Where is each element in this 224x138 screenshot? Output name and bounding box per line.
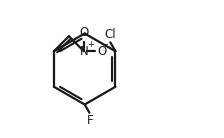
Text: N: N (80, 45, 88, 58)
Text: Cl: Cl (105, 28, 116, 41)
Text: −: − (101, 40, 108, 49)
Text: +: + (87, 40, 94, 49)
Text: O: O (97, 45, 106, 58)
Text: O: O (79, 26, 88, 39)
Text: F: F (87, 114, 93, 127)
